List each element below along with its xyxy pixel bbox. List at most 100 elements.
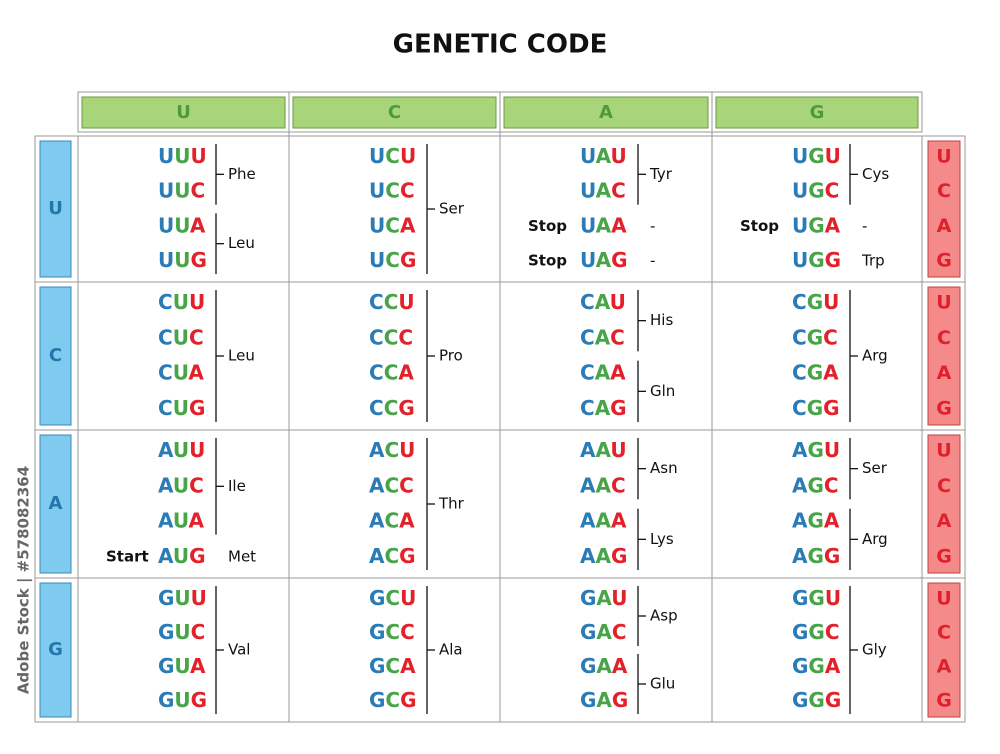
codon: GGC [792, 620, 840, 644]
codon-base: G [825, 688, 841, 712]
third-base: C [937, 180, 951, 202]
amino-acid: Gly [862, 641, 887, 659]
codon-base: C [384, 325, 399, 349]
codon: ACC [369, 473, 414, 497]
codon-base: U [173, 396, 189, 420]
codon: UUC [158, 178, 205, 202]
codon-base: A [158, 438, 174, 462]
codon-base: G [611, 544, 627, 568]
codon-note: Stop [528, 217, 567, 235]
codon: AAA [580, 508, 627, 532]
codon: AAG [580, 544, 627, 568]
codon-base: C [385, 178, 400, 202]
codon-base: G [823, 396, 839, 420]
codon: AGC [792, 473, 839, 497]
third-base: C [937, 622, 951, 644]
codon-base: U [824, 438, 840, 462]
codon-base: A [611, 508, 627, 532]
codon-base: A [595, 473, 611, 497]
codon-base: A [595, 325, 611, 349]
codon: CUG [158, 396, 205, 420]
third-base: G [936, 546, 952, 568]
codon-base: G [808, 654, 824, 678]
codon-base: A [792, 508, 808, 532]
amino-acid: Asp [650, 607, 678, 625]
column-header: C [388, 102, 401, 123]
codon: CCC [369, 325, 413, 349]
codon-base: A [580, 438, 596, 462]
watermark: Adobe Stock | #578082364 [15, 466, 34, 694]
amino-acid: Lys [650, 530, 674, 548]
codon: CAC [580, 325, 625, 349]
row-label: G [48, 639, 63, 660]
codon-base: G [369, 688, 385, 712]
codon-base: A [595, 360, 611, 384]
codon: GCA [369, 654, 416, 678]
codon-base: G [792, 688, 808, 712]
codon-base: A [792, 473, 808, 497]
codon-base: A [188, 360, 204, 384]
codon-base: A [596, 586, 612, 610]
codon-base: G [369, 620, 385, 644]
codon-base: C [385, 688, 400, 712]
codon-base: U [580, 178, 596, 202]
codon-base: G [808, 620, 824, 644]
codon-base: U [792, 248, 808, 272]
codon-base: U [173, 438, 189, 462]
codon: GCU [369, 586, 416, 610]
codon-base: U [158, 248, 174, 272]
codon: GUU [158, 586, 207, 610]
codon-base: C [610, 325, 625, 349]
codon-base: A [400, 213, 416, 237]
codon-base: U [369, 213, 385, 237]
codon-base: C [825, 620, 840, 644]
row-label-box [39, 582, 72, 718]
codon-base: C [824, 473, 839, 497]
codon-base: A [595, 508, 611, 532]
codon-base: A [158, 544, 174, 568]
codon-base: G [580, 688, 596, 712]
codon-base: G [580, 586, 596, 610]
row-label-box [39, 140, 72, 278]
third-base: A [937, 656, 952, 678]
column-header: U [176, 102, 191, 123]
amino-acid: Met [228, 548, 256, 566]
codon-base: A [823, 360, 839, 384]
codon-base: C [189, 473, 204, 497]
codon-base: U [610, 438, 626, 462]
codon-base: G [824, 544, 840, 568]
codon-base: U [158, 213, 174, 237]
codon-base: U [792, 213, 808, 237]
column-header-box [292, 96, 497, 129]
codon-base: G [158, 620, 174, 644]
codon-base: C [384, 360, 399, 384]
codon: AUC [158, 473, 204, 497]
codon-base: G [808, 144, 824, 168]
codon-base: C [369, 290, 384, 314]
codon: AUG [158, 544, 206, 568]
codon-base: U [369, 144, 385, 168]
codon: UCG [369, 248, 416, 272]
codon-base: G [610, 396, 626, 420]
codon-base: G [399, 544, 415, 568]
amino-acid: Thr [438, 495, 465, 513]
codon: GUG [158, 688, 207, 712]
codon-base: C [384, 544, 399, 568]
codon-base: C [825, 178, 840, 202]
codon-base: A [792, 438, 808, 462]
codon-base: A [612, 654, 628, 678]
codon-base: C [191, 178, 206, 202]
codon-base: G [808, 586, 824, 610]
codon-note: Stop [740, 217, 779, 235]
third-base: A [937, 362, 952, 384]
codon-base: C [191, 620, 206, 644]
codon-base: U [174, 688, 190, 712]
codon-base: G [807, 396, 823, 420]
codon: CGG [792, 396, 840, 420]
row-label: C [49, 345, 62, 366]
codon-base: G [580, 654, 596, 678]
codon-base: A [596, 178, 612, 202]
amino-acid: Val [228, 641, 250, 659]
codon: ACG [369, 544, 416, 568]
